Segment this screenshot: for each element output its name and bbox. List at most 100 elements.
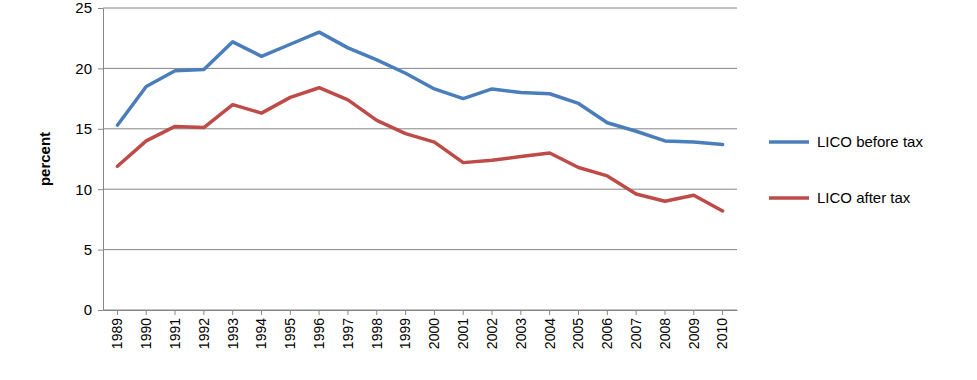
x-tick: 1993 bbox=[225, 310, 241, 349]
y-tick: 25 bbox=[75, 0, 103, 16]
x-tick-label: 1993 bbox=[225, 318, 241, 349]
series-line bbox=[117, 88, 722, 211]
x-tick-label: 2003 bbox=[513, 318, 529, 349]
y-tick-mark bbox=[98, 68, 103, 69]
x-tick: 2002 bbox=[484, 310, 500, 349]
y-tick: 5 bbox=[84, 241, 103, 258]
x-tick-mark bbox=[175, 310, 176, 315]
legend-swatch bbox=[769, 196, 809, 200]
x-tick-mark bbox=[347, 310, 348, 315]
x-tick-mark bbox=[232, 310, 233, 315]
x-tick: 2009 bbox=[686, 310, 702, 349]
x-tick-mark bbox=[203, 310, 204, 315]
x-tick: 1996 bbox=[311, 310, 327, 349]
grid-line bbox=[103, 189, 737, 190]
x-tick: 1998 bbox=[369, 310, 385, 349]
x-tick-label: 2001 bbox=[455, 318, 471, 349]
x-tick: 1991 bbox=[167, 310, 183, 349]
y-tick-label: 25 bbox=[75, 0, 92, 16]
x-tick-label: 2008 bbox=[657, 318, 673, 349]
x-tick-mark bbox=[549, 310, 550, 315]
x-tick: 2003 bbox=[513, 310, 529, 349]
legend: LICO before tax LICO after tax bbox=[769, 133, 923, 206]
x-tick: 2010 bbox=[714, 310, 730, 349]
x-axis-line bbox=[104, 310, 738, 311]
series-line bbox=[117, 32, 722, 144]
x-tick-mark bbox=[636, 310, 637, 315]
x-tick-label: 1992 bbox=[196, 318, 212, 349]
y-tick-mark bbox=[98, 189, 103, 190]
x-tick-label: 1989 bbox=[109, 318, 125, 349]
x-tick-label: 2006 bbox=[599, 318, 615, 349]
x-tick: 2000 bbox=[426, 310, 442, 349]
x-tick-mark bbox=[117, 310, 118, 315]
y-tick-mark bbox=[98, 129, 103, 130]
y-tick-mark bbox=[98, 8, 103, 9]
grid-line bbox=[103, 8, 737, 9]
x-tick: 2004 bbox=[542, 310, 558, 349]
series-lines bbox=[117, 32, 722, 211]
x-tick: 1999 bbox=[397, 310, 413, 349]
x-tick-mark bbox=[578, 310, 579, 315]
y-tick-label: 15 bbox=[75, 120, 92, 137]
x-tick-label: 1998 bbox=[369, 318, 385, 349]
x-tick: 1992 bbox=[196, 310, 212, 349]
legend-label: LICO after tax bbox=[817, 189, 911, 206]
x-tick-mark bbox=[492, 310, 493, 315]
x-tick-label: 1999 bbox=[397, 318, 413, 349]
y-tick-mark bbox=[98, 310, 103, 311]
legend-swatch bbox=[769, 140, 809, 144]
x-tick-label: 1996 bbox=[311, 318, 327, 349]
x-tick-label: 1990 bbox=[138, 318, 154, 349]
x-tick: 2005 bbox=[570, 310, 586, 349]
x-tick-label: 1995 bbox=[282, 318, 298, 349]
x-tick: 1995 bbox=[282, 310, 298, 349]
y-tick: 10 bbox=[75, 181, 103, 198]
y-axis: 0 5 10 15 20 25 bbox=[75, 0, 103, 318]
x-tick-label: 2010 bbox=[714, 318, 730, 349]
grid bbox=[103, 8, 737, 310]
y-tick-mark bbox=[98, 250, 103, 251]
y-tick-label: 20 bbox=[75, 60, 92, 77]
x-tick-label: 2002 bbox=[484, 318, 500, 349]
x-tick: 2008 bbox=[657, 310, 673, 349]
x-tick-label: 2009 bbox=[686, 318, 702, 349]
x-tick-mark bbox=[290, 310, 291, 315]
y-tick: 15 bbox=[75, 120, 103, 137]
x-tick-label: 1994 bbox=[253, 318, 269, 349]
plot: 0510152025198919901991199219931994199519… bbox=[75, 0, 737, 349]
legend-label: LICO before tax bbox=[817, 133, 923, 150]
x-tick-mark bbox=[607, 310, 608, 315]
y-tick-label: 0 bbox=[84, 301, 92, 318]
x-tick-mark bbox=[261, 310, 262, 315]
chart: 0510152025198919901991199219931994199519… bbox=[0, 0, 977, 380]
grid-line bbox=[103, 310, 737, 311]
x-tick: 2006 bbox=[599, 310, 615, 349]
x-tick-mark bbox=[520, 310, 521, 315]
y-tick: 20 bbox=[75, 60, 103, 77]
x-tick-label: 2004 bbox=[542, 318, 558, 349]
y-axis-title: percent bbox=[36, 132, 53, 186]
y-tick: 0 bbox=[84, 301, 103, 318]
x-tick-label: 2000 bbox=[426, 318, 442, 349]
x-tick-mark bbox=[722, 310, 723, 315]
x-tick: 1994 bbox=[253, 310, 269, 349]
x-tick-mark bbox=[463, 310, 464, 315]
grid-line bbox=[103, 249, 737, 250]
x-tick-label: 2005 bbox=[570, 318, 586, 349]
x-tick-mark bbox=[664, 310, 665, 315]
x-tick-mark bbox=[376, 310, 377, 315]
x-tick-mark bbox=[319, 310, 320, 315]
x-tick-mark bbox=[693, 310, 694, 315]
x-tick-label: 1991 bbox=[167, 318, 183, 349]
x-tick: 1997 bbox=[340, 310, 356, 349]
x-tick: 2001 bbox=[455, 310, 471, 349]
x-tick-label: 1997 bbox=[340, 318, 356, 349]
x-axis: 1989 1990 1991 1992 1993 1994 1995 1996 1997 1998… bbox=[104, 310, 738, 349]
y-tick-label: 10 bbox=[75, 181, 92, 198]
x-tick-mark bbox=[146, 310, 147, 315]
x-tick: 1990 bbox=[138, 310, 154, 349]
x-tick: 2007 bbox=[628, 310, 644, 349]
x-tick-label: 2007 bbox=[628, 318, 644, 349]
y-tick-label: 5 bbox=[84, 241, 92, 258]
